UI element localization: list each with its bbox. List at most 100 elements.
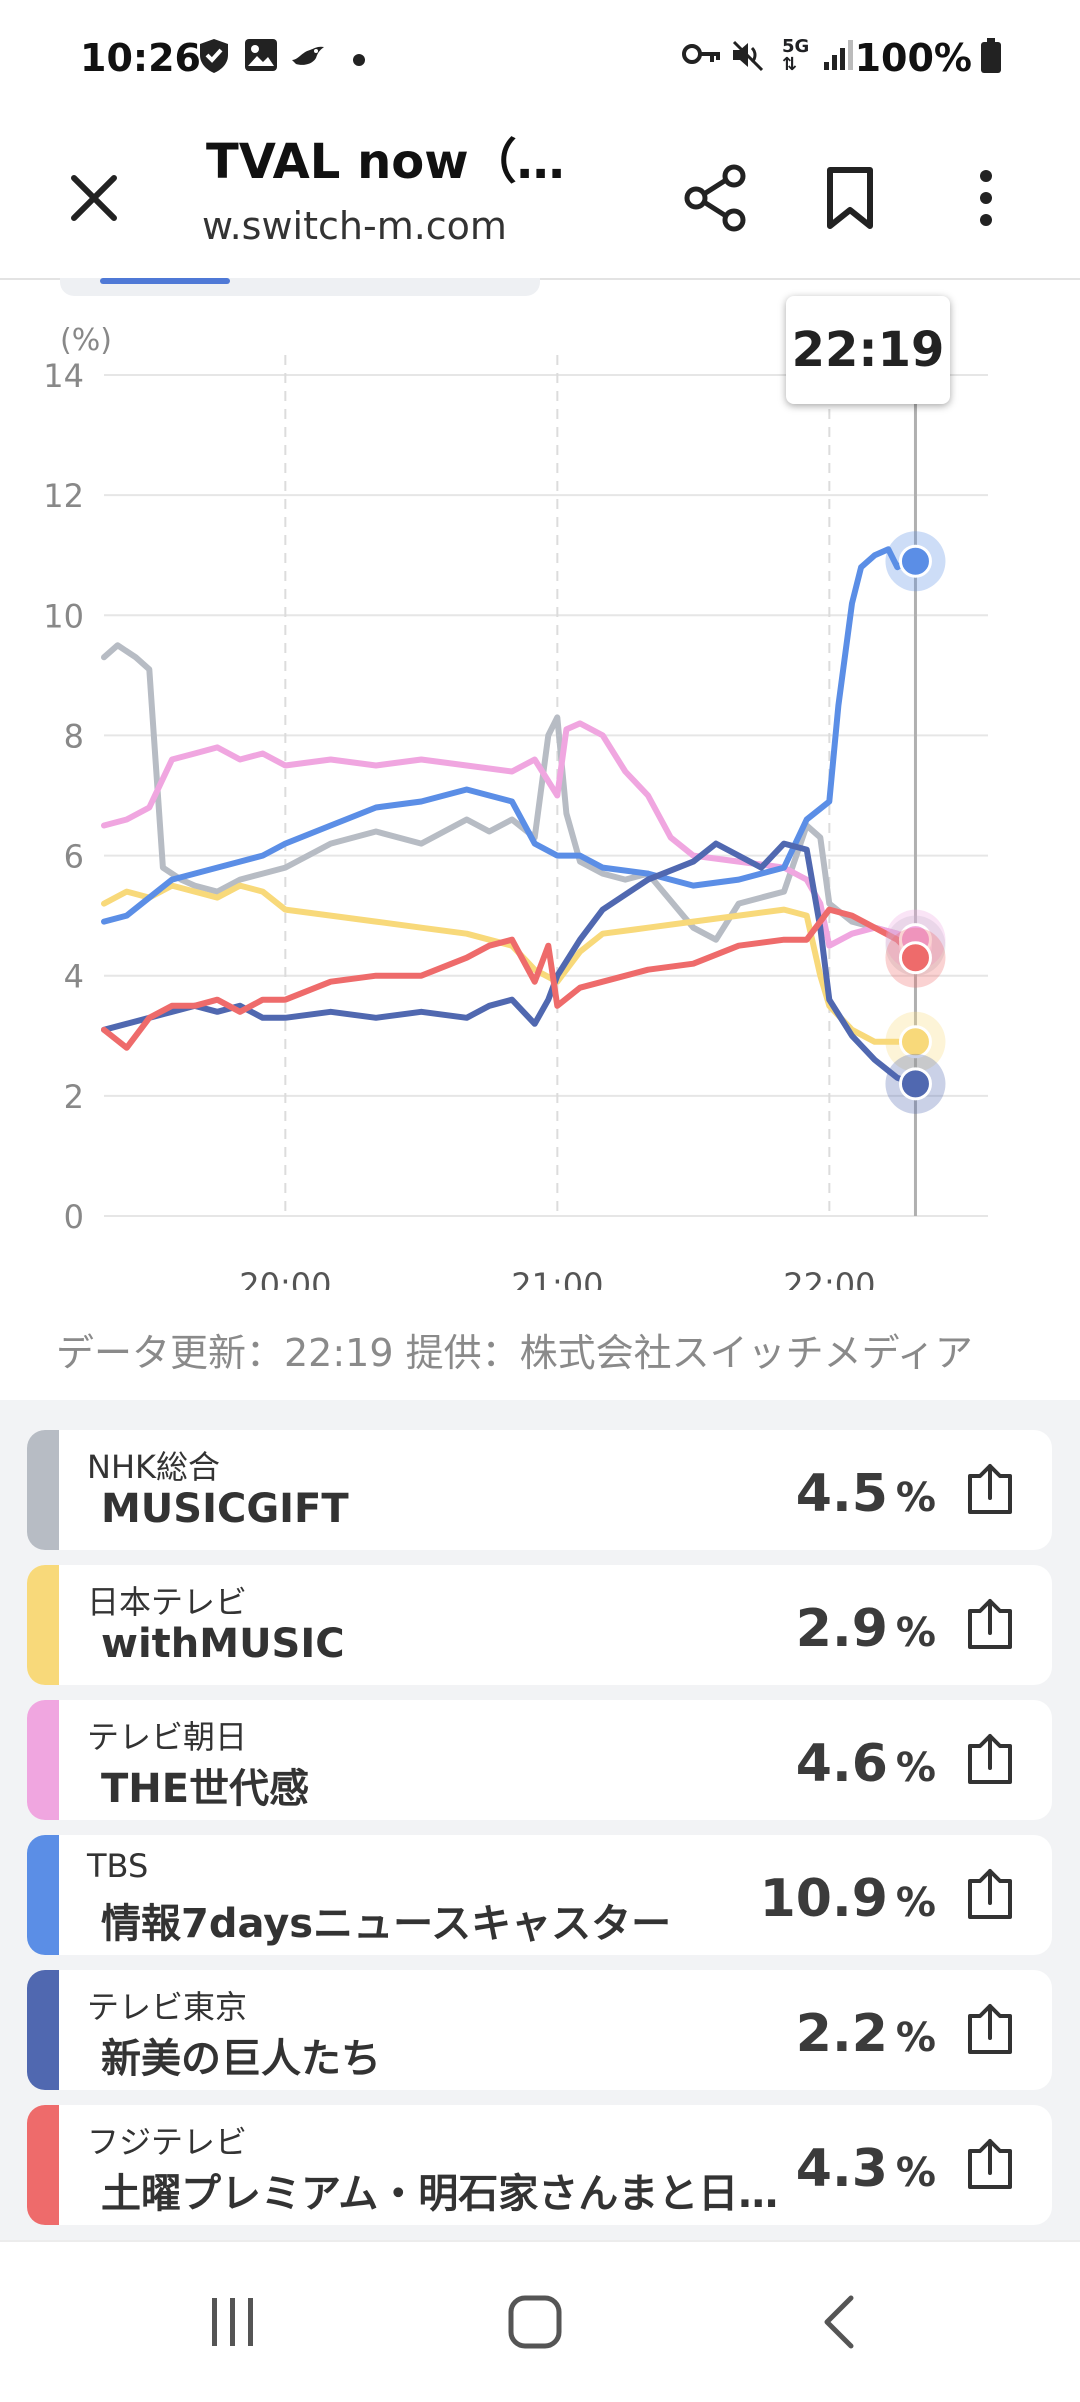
rating-unit: %	[895, 1475, 936, 1521]
channel-color-stripe	[27, 1565, 59, 1685]
chart-markers	[885, 531, 946, 1114]
page-title: TVAL now（…	[206, 134, 565, 190]
channel-card[interactable]: TBS 情報7daysニュースキャスター 10.9%	[27, 1835, 1052, 1955]
rating-value: 4.6%	[796, 1734, 936, 1794]
channel-card[interactable]: フジテレビ土曜プレミアム・明石家さんまと日… 4.3%	[27, 2105, 1052, 2225]
x-tick-label: 22:00	[783, 1266, 875, 1290]
channel-card[interactable]: NHK総合 MUSICGIFT 4.5%	[27, 1430, 1052, 1550]
series-marker-3	[898, 544, 932, 578]
y-tick-label: 14	[43, 357, 84, 395]
share-icon[interactable]	[962, 1732, 1018, 1788]
more-vert-icon[interactable]	[936, 148, 1036, 248]
bookmark-icon[interactable]	[800, 148, 900, 248]
channel-name: フジテレビ	[87, 2123, 248, 2161]
y-tick-label: 6	[64, 838, 84, 876]
rating-number: 4.6	[795, 1734, 888, 1794]
share-icon[interactable]	[666, 148, 766, 248]
tab-strip-selected	[100, 278, 230, 284]
share-icon[interactable]	[962, 1462, 1018, 1518]
rating-unit: %	[895, 1610, 936, 1656]
rating-unit: %	[895, 2150, 936, 2196]
program-title: THE世代感	[101, 1766, 310, 1812]
share-icon[interactable]	[962, 2137, 1018, 2193]
close-icon[interactable]	[44, 148, 144, 248]
y-tick-label: 8	[64, 717, 84, 755]
channel-card[interactable]: テレビ朝日 THE世代感 4.6%	[27, 1700, 1052, 1820]
battery-icon	[980, 38, 1002, 78]
channel-card[interactable]: 日本テレビ withMUSIC 2.9%	[27, 1565, 1052, 1685]
program-title: 情報7daysニュースキャスター	[101, 1901, 672, 1947]
program-title: withMUSIC	[101, 1621, 345, 1667]
ratings-chart[interactable]: (%) 0 2 4 6 8 10 12 14 20:00 21:00 22:00	[0, 290, 1080, 1290]
signal-icon	[822, 38, 856, 76]
rating-value: 4.3%	[796, 2139, 936, 2199]
series-line-4	[101, 840, 919, 1087]
y-tick-label: 4	[64, 958, 84, 996]
back-icon[interactable]	[794, 2282, 884, 2362]
y-tick-label: 0	[64, 1198, 84, 1236]
series-line-5	[101, 906, 919, 1051]
channel-name: テレビ東京	[87, 1988, 248, 2026]
channel-card[interactable]: テレビ東京新美の巨人たち 2.2%	[27, 1970, 1052, 2090]
channel-color-stripe	[27, 2105, 59, 2225]
channel-color-stripe	[27, 1970, 59, 2090]
shield-icon	[198, 38, 230, 78]
status-bar: 10:26 5G ⇅ 100%	[0, 0, 1080, 120]
rating-number: 4.3	[795, 2139, 888, 2199]
channel-color-stripe	[27, 1430, 59, 1550]
chart-tooltip-time: 22:19	[786, 296, 950, 404]
mute-icon	[730, 38, 766, 76]
dot-icon	[352, 52, 366, 71]
image-icon	[244, 38, 278, 76]
rating-number: 2.9	[795, 1599, 888, 1659]
key-icon	[682, 38, 722, 74]
rating-value: 4.5%	[796, 1464, 936, 1524]
rating-unit: %	[895, 1880, 936, 1926]
page-url[interactable]: w.switch-m.com	[202, 204, 507, 248]
rating-value: 10.9%	[760, 1869, 936, 1929]
y-tick-label: 10	[43, 597, 84, 635]
recent-apps-icon[interactable]	[188, 2282, 278, 2362]
series-marker-1	[898, 1025, 932, 1059]
5g-icon: 5G ⇅	[782, 36, 810, 75]
data-credit: データ更新：22:19 提供：株式会社スイッチメディア	[56, 1331, 973, 1375]
share-icon[interactable]	[962, 2002, 1018, 2058]
y-axis-label: (%)	[60, 323, 112, 358]
series-line-3	[101, 546, 919, 925]
bird-icon	[290, 38, 326, 76]
channel-name: TBS	[87, 1847, 149, 1885]
share-icon[interactable]	[962, 1597, 1018, 1653]
x-tick-label: 20:00	[239, 1266, 331, 1290]
series-marker-4	[898, 1067, 932, 1101]
rating-number: 4.5	[795, 1464, 888, 1524]
battery-text: 100%	[854, 36, 972, 80]
system-nav-bar	[0, 2240, 1080, 2402]
rating-value: 2.2%	[796, 2004, 936, 2064]
program-title: 土曜プレミアム・明石家さんまと日…	[101, 2171, 779, 2217]
channel-name: 日本テレビ	[87, 1583, 248, 1621]
y-tick-label: 2	[64, 1078, 84, 1116]
channel-color-stripe	[27, 1700, 59, 1820]
rating-value: 2.9%	[796, 1599, 936, 1659]
rating-number: 2.2	[795, 2004, 888, 2064]
program-title: 新美の巨人たち	[101, 2036, 381, 2082]
channel-name: NHK総合	[87, 1448, 220, 1486]
channel-list: NHK総合 MUSICGIFT 4.5% 日本テレビ withMUSIC 2.9% テレビ朝…	[0, 1400, 1080, 2240]
share-icon[interactable]	[962, 1867, 1018, 1923]
series-line-1	[101, 882, 919, 1045]
home-icon[interactable]	[490, 2282, 580, 2362]
series-marker-5	[898, 941, 932, 975]
tab-strip[interactable]	[60, 278, 540, 296]
y-tick-label: 12	[43, 477, 84, 515]
channel-color-stripe	[27, 1835, 59, 1955]
series-line-0	[101, 642, 919, 949]
status-time: 10:26	[80, 36, 201, 80]
channel-name: テレビ朝日	[87, 1718, 248, 1756]
rating-number: 10.9	[759, 1869, 888, 1929]
program-title: MUSICGIFT	[101, 1486, 349, 1532]
rating-unit: %	[895, 1745, 936, 1791]
chart-series	[101, 546, 919, 1087]
rating-unit: %	[895, 2015, 936, 2061]
x-tick-label: 21:00	[511, 1266, 603, 1290]
browser-toolbar	[0, 120, 1080, 280]
